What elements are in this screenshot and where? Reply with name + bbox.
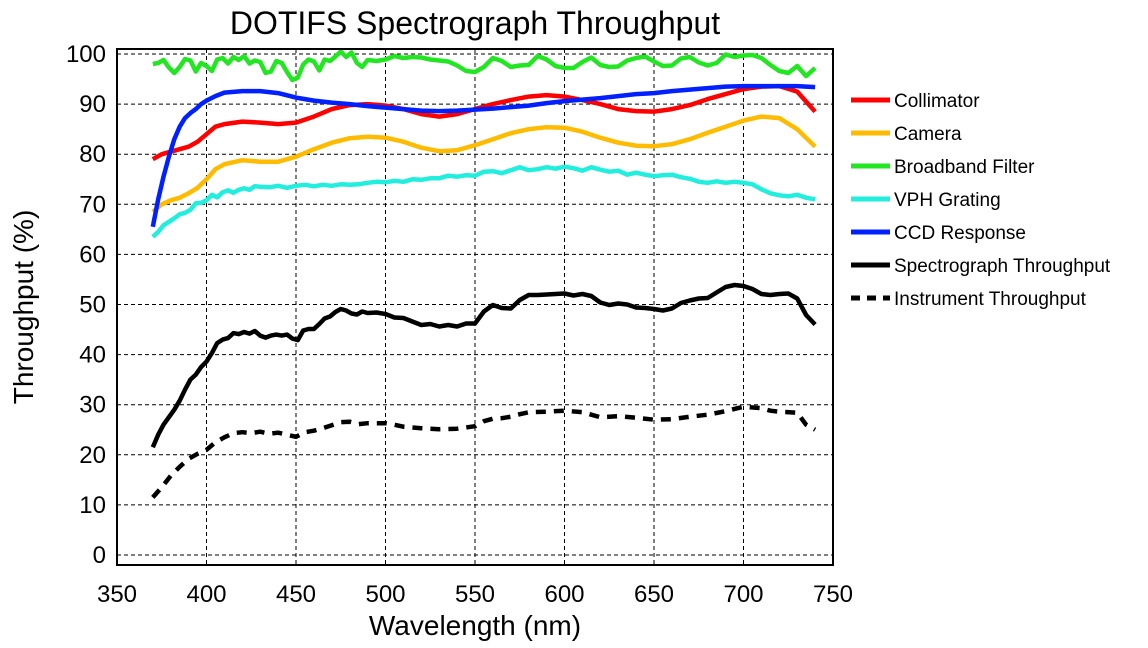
legend-label: Collimator [894, 91, 980, 112]
legend-label: Broadband Filter [894, 157, 1035, 178]
x-tick-label: 450 [276, 581, 316, 608]
y-tick-label: 40 [79, 342, 106, 369]
y-tick-label: 50 [79, 291, 106, 318]
x-tick-label: 500 [365, 581, 405, 608]
chart-title: DOTIFS Spectrograph Throughput [230, 5, 720, 41]
series-line-ccd-response [150, 83, 816, 228]
y-tick-label: 20 [79, 442, 106, 469]
series-line-broadband-filter [152, 49, 817, 83]
x-tick-label: 350 [97, 581, 137, 608]
legend-label: Instrument Throughput [894, 289, 1087, 310]
grid [117, 49, 833, 565]
series-line-collimator [151, 83, 817, 162]
y-tick-label: 70 [79, 191, 106, 218]
series-lines [150, 49, 817, 499]
x-tick-label: 650 [634, 581, 674, 608]
y-tick-label: 10 [79, 492, 106, 519]
x-tick-label: 700 [723, 581, 763, 608]
y-tick-label: 100 [66, 41, 106, 68]
plot-frame [116, 48, 834, 566]
y-tick-label: 30 [79, 392, 106, 419]
legend-label: Spectrograph Throughput [894, 256, 1111, 277]
x-tick-label: 600 [544, 581, 584, 608]
series-line-spectrograph-throughput [150, 282, 817, 449]
series-line-instrument-throughput [151, 404, 817, 499]
x-axis-label: Wavelength (nm) [369, 610, 581, 641]
y-axis-label: Throughput (%) [8, 210, 39, 405]
legend-label: Camera [894, 124, 962, 145]
series-line-vph-grating [151, 164, 816, 239]
legend: Collimator Camera Broadband Filter VPH Grat… [851, 91, 1111, 310]
y-tick-label: 90 [79, 91, 106, 118]
y-tick-label: 60 [79, 241, 106, 268]
x-tick-label: 400 [186, 581, 226, 608]
x-tick-labels: 350 400 450 500 550 600 650 700 750 [97, 581, 853, 608]
x-tick-label: 550 [455, 581, 495, 608]
y-tick-labels: 0 10 20 30 40 50 60 70 80 90 100 [66, 41, 106, 569]
series-line-camera [151, 114, 817, 214]
y-tick-label: 80 [79, 141, 106, 168]
y-tick-label: 0 [93, 542, 106, 569]
legend-label: CCD Response [894, 223, 1026, 244]
legend-label: VPH Grating [894, 190, 1001, 211]
x-tick-label: 750 [813, 581, 853, 608]
